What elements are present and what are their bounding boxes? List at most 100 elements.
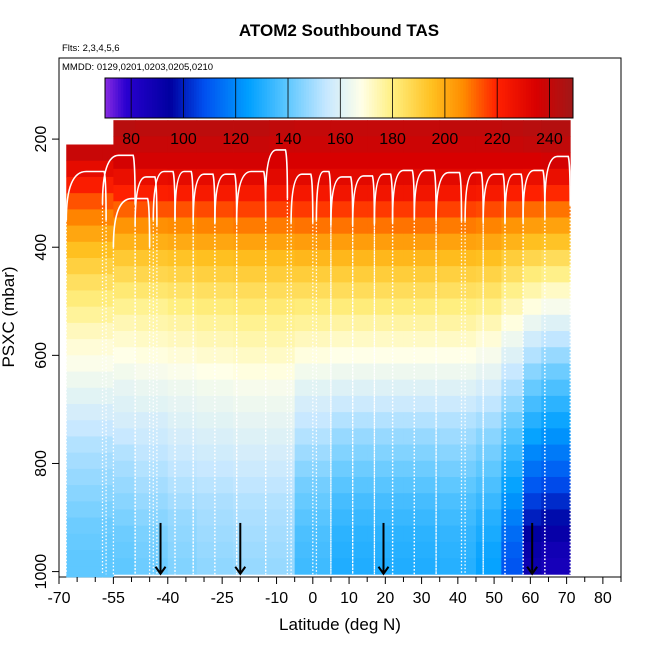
- heatmap-cell: [113, 136, 136, 154]
- heatmap-cell: [475, 120, 502, 137]
- heatmap-cell: [523, 493, 542, 510]
- y-tick-label: 600: [33, 342, 50, 369]
- colorbar-band: [227, 78, 231, 118]
- heatmap-cell: [475, 476, 502, 494]
- heatmap-cell: [523, 363, 542, 381]
- colorbar-band: [306, 78, 310, 118]
- heatmap-cell: [269, 217, 296, 235]
- heatmap-cell: [269, 347, 296, 364]
- heatmap-cell: [135, 493, 169, 510]
- colorbar-band: [408, 78, 412, 118]
- heatmap-cell: [523, 201, 542, 218]
- colorbar-band: [261, 78, 265, 118]
- colorbar-band: [311, 78, 315, 118]
- heatmap-cell: [523, 136, 542, 154]
- heatmap-cell: [135, 541, 169, 559]
- colorbar-band: [371, 78, 375, 118]
- heatmap-cell: [367, 314, 404, 332]
- colorbar-band: [345, 78, 349, 118]
- heatmap-cell: [269, 525, 296, 543]
- heatmap-cell: [367, 525, 404, 543]
- heatmap-cell: [541, 509, 571, 527]
- colorbar-band: [450, 78, 454, 118]
- colorbar-band: [170, 78, 174, 118]
- heatmap-cell: [541, 525, 571, 543]
- heatmap-cell: [439, 298, 477, 316]
- heatmap-cell: [330, 509, 368, 527]
- colorbar-frame: [104, 77, 574, 119]
- heatmap-cell: [523, 460, 542, 478]
- heatmap-cell: [269, 558, 296, 575]
- heatmap-cell: [196, 412, 234, 429]
- colorbar-band: [159, 78, 164, 118]
- colorbar-band: [327, 78, 331, 118]
- heatmap-cell: [102, 144, 114, 162]
- colorbar-band: [254, 78, 258, 118]
- colorbar-band: [240, 78, 245, 118]
- heatmap-cell: [102, 533, 114, 551]
- heatmap-cell: [113, 233, 136, 251]
- colorbar-tick-label: 80: [122, 131, 140, 148]
- heatmap-cell: [439, 331, 477, 348]
- heatmap-cell: [439, 266, 477, 283]
- colorbar-band: [531, 78, 535, 118]
- heatmap-cell: [541, 217, 571, 235]
- colorbar-band: [486, 78, 490, 118]
- colorbar-band: [118, 78, 122, 118]
- x-tick-label: 40: [449, 590, 467, 607]
- profile-line: [214, 173, 238, 223]
- colorbar-band: [363, 78, 367, 118]
- heatmap-cell: [233, 217, 270, 235]
- heatmap-cell: [541, 233, 571, 251]
- heatmap-cell: [475, 347, 502, 364]
- colorbar-band: [429, 78, 433, 118]
- heatmap-cell: [523, 168, 542, 186]
- heatmap-cell: [269, 136, 296, 154]
- colorbar-band: [133, 78, 137, 118]
- heatmap-cell: [233, 541, 270, 559]
- heatmap-cell: [196, 298, 234, 316]
- colorbar-band: [455, 78, 459, 118]
- colorbar-band: [403, 78, 407, 118]
- heatmap-cell: [330, 136, 368, 154]
- colorbar-band: [405, 78, 409, 118]
- heatmap-cell: [269, 444, 296, 462]
- colorbar-band: [308, 78, 313, 118]
- heatmap-cell: [403, 298, 441, 316]
- profile-line: [413, 169, 437, 220]
- heatmap-cell: [439, 444, 477, 462]
- colorbar-band: [204, 78, 208, 118]
- colorbar-band: [191, 78, 195, 118]
- heatmap-cell: [501, 152, 524, 170]
- colorbar-band: [557, 78, 561, 118]
- heatmap-cell: [294, 120, 332, 137]
- colorbar-band: [494, 78, 498, 118]
- heatmap-cell: [475, 298, 502, 316]
- heatmap-cell: [233, 282, 270, 299]
- heatmap-cell: [102, 306, 114, 324]
- down-arrow-head: [234, 566, 247, 576]
- x-tick-label: 0: [308, 590, 317, 607]
- heatmap-cell: [294, 298, 332, 316]
- x-tick-label: 10: [340, 590, 358, 607]
- heatmap-cell: [330, 363, 368, 381]
- heatmap-cell: [66, 517, 103, 535]
- heatmap-cell: [403, 412, 441, 429]
- heatmap-cell: [102, 355, 114, 372]
- colorbar-band: [567, 78, 571, 118]
- heatmap-cell: [541, 282, 571, 299]
- colorbar-band: [146, 78, 150, 118]
- heatmap-cell: [330, 152, 368, 170]
- heatmap-cell: [439, 363, 477, 381]
- colorbar-band: [264, 78, 268, 118]
- heatmap-cell: [439, 233, 477, 251]
- heatmap-cell: [269, 412, 296, 429]
- colorbar-band: [128, 78, 132, 118]
- heatmap-cell: [233, 298, 270, 316]
- heatmap-cell: [523, 152, 542, 170]
- colorbar-band: [269, 78, 273, 118]
- heatmap-cell: [367, 509, 404, 527]
- heatmap-cell: [196, 493, 234, 510]
- colorbar-band: [259, 78, 263, 118]
- heatmap-cell: [541, 395, 571, 413]
